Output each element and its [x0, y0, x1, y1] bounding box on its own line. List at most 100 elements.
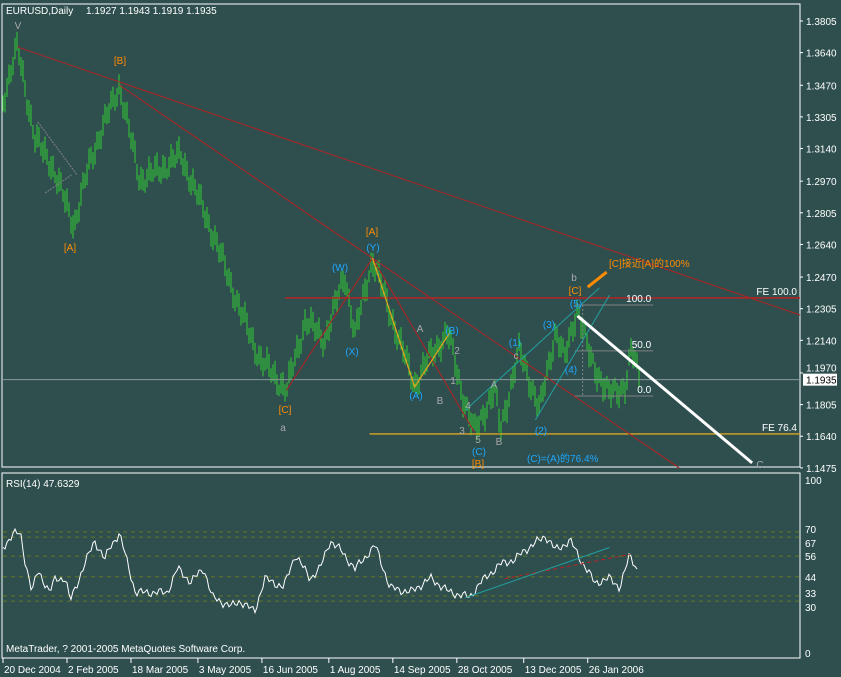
rsi-trendline [504, 553, 631, 580]
date-tick-label: 3 May 2005 [199, 665, 252, 676]
zigzag-line [371, 257, 451, 389]
rsi-tick-label: 100 [805, 476, 822, 487]
trendline [37, 121, 78, 176]
wave-label: [B] [472, 459, 484, 470]
rsi-panel[interactable]: RSI(14) 47.6329 MetaTrader, ? 2001-2005 … [1, 472, 822, 660]
price-axis: 1.3805 1.3640 1.3470 1.3305 1.3140 1.2970 1.28… [800, 17, 837, 475]
rsi-tick-label: 0 [805, 649, 811, 660]
wave-labels: V[B][A][C]a(W)(X)[A](Y)A(A) B(B)21435(C)[… [15, 21, 764, 471]
wave-label: C [756, 460, 763, 471]
wave-label: (2) [535, 426, 547, 437]
fib-level-label: 0.0 [637, 385, 651, 396]
arrow-icon [586, 270, 608, 289]
target-annotation: [C]接近[A]的100% [609, 257, 690, 270]
price-tick-label: 1.2140 [806, 336, 837, 347]
ratio-annotation: (C)=(A)的76.4% [527, 452, 599, 465]
fe-level-label: FE 76.4 [762, 423, 797, 434]
wave-label: 4 [465, 401, 471, 412]
price-tick-label: 1.1805 [806, 401, 837, 412]
wave-label: (4) [565, 365, 577, 376]
rsi-tick-label: 56 [805, 552, 817, 563]
wave-label: B [437, 396, 444, 407]
current-price-label: 1.1935 [806, 376, 837, 387]
date-tick-label: 2 Feb 2005 [68, 665, 119, 676]
wave-label: (C) [472, 447, 486, 458]
rsi-tick-label: 44 [805, 573, 817, 584]
rsi-axis: 100 70 67 56 44 33 30 0 [805, 476, 822, 660]
price-tick-label: 1.2640 [806, 240, 837, 251]
wave-label: 2 [454, 346, 460, 357]
rsi-panel-frame [1, 472, 801, 659]
price-tick-label: 1.2805 [806, 209, 837, 220]
wave-label: V [15, 21, 22, 32]
price-tick-label: 1.2305 [806, 305, 837, 316]
date-tick-label: 16 Jun 2005 [263, 665, 318, 676]
price-tick-label: 1.3640 [806, 49, 837, 60]
wave-label: 1 [450, 376, 456, 387]
date-axis: 20 Dec 2004 2 Feb 2005 18 Mar 2005 3 May 20… [2, 658, 644, 676]
wave-label: [B] [114, 56, 126, 67]
rsi-levels [3, 531, 800, 602]
rsi-objects [2, 527, 638, 615]
rsi-line [2, 527, 638, 615]
wave-label: A [491, 380, 498, 391]
wave-label: a [280, 423, 286, 434]
date-tick-label: 20 Dec 2004 [4, 665, 61, 676]
trendline [17, 46, 801, 316]
copyright-text: MetaTrader, ? 2001-2005 MetaQuotes Softw… [6, 644, 245, 655]
rsi-tick-label: 33 [805, 589, 817, 600]
rsi-tick-label: 70 [805, 525, 817, 536]
wave-label: 5 [475, 435, 481, 446]
rsi-tick-label: 30 [805, 603, 817, 614]
trendline [44, 174, 72, 194]
wave-label: b [571, 273, 577, 284]
wave-label: [C] [279, 405, 292, 416]
date-tick-label: 14 Sep 2005 [394, 665, 451, 676]
current-price-box [803, 373, 837, 386]
fe-level-label: FE 100.0 [756, 287, 797, 298]
wave-label: A [417, 324, 424, 335]
price-tick-label: 1.2970 [806, 177, 837, 188]
wave-label: (B) [445, 326, 458, 337]
price-panel[interactable]: FE 100.0 FE 76.4 100.0 50.0 0.0 V [B] [A] [C] a (… [1, 3, 837, 475]
chart-objects[interactable]: FE 100.0 FE 76.4 100.0 50.0 0.0 [2, 46, 801, 469]
price-bars [2, 31, 640, 441]
rsi-label: RSI(14) 47.6329 [6, 479, 80, 490]
wave-label: (A) [409, 391, 422, 402]
wave-label: (W) [332, 263, 348, 274]
price-tick-label: 1.1640 [806, 432, 837, 443]
chart-title: EURUSD,Daily [6, 6, 73, 17]
wave-label: (3) [543, 320, 555, 331]
wave-label: [C] [569, 286, 582, 297]
date-tick-label: 26 Jan 2006 [589, 665, 644, 676]
date-tick-label: 28 Oct 2005 [458, 665, 513, 676]
projection-line [576, 314, 754, 465]
date-tick-label: 1 Aug 2005 [330, 665, 381, 676]
price-tick-label: 1.3470 [806, 81, 837, 92]
trendline [465, 287, 600, 411]
wave-label: (Y) [366, 243, 379, 254]
wave-label: [A] [64, 243, 76, 254]
trendline [119, 84, 680, 469]
trendline [286, 257, 373, 391]
trendline [534, 294, 610, 421]
price-tick-label: 1.3805 [806, 17, 837, 28]
wave-label: (5) [570, 299, 582, 310]
fib-level-label: 100.0 [626, 294, 651, 305]
price-panel-frame [1, 3, 801, 468]
wave-label: (X) [345, 347, 358, 358]
wave-label: (1) [509, 338, 521, 349]
fib-level-label: 50.0 [632, 340, 652, 351]
wave-label: B [496, 437, 503, 448]
rsi-trendline [465, 546, 610, 599]
price-tick-label: 1.1970 [806, 364, 837, 375]
price-tick-label: 1.2470 [806, 273, 837, 284]
wave-label: 3 [459, 426, 465, 437]
price-tick-label: 1.3140 [806, 145, 837, 156]
trendline [372, 257, 475, 433]
price-tick-label: 1.3305 [806, 113, 837, 124]
rsi-tick-label: 67 [805, 539, 817, 550]
date-tick-label: 18 Mar 2005 [132, 665, 189, 676]
